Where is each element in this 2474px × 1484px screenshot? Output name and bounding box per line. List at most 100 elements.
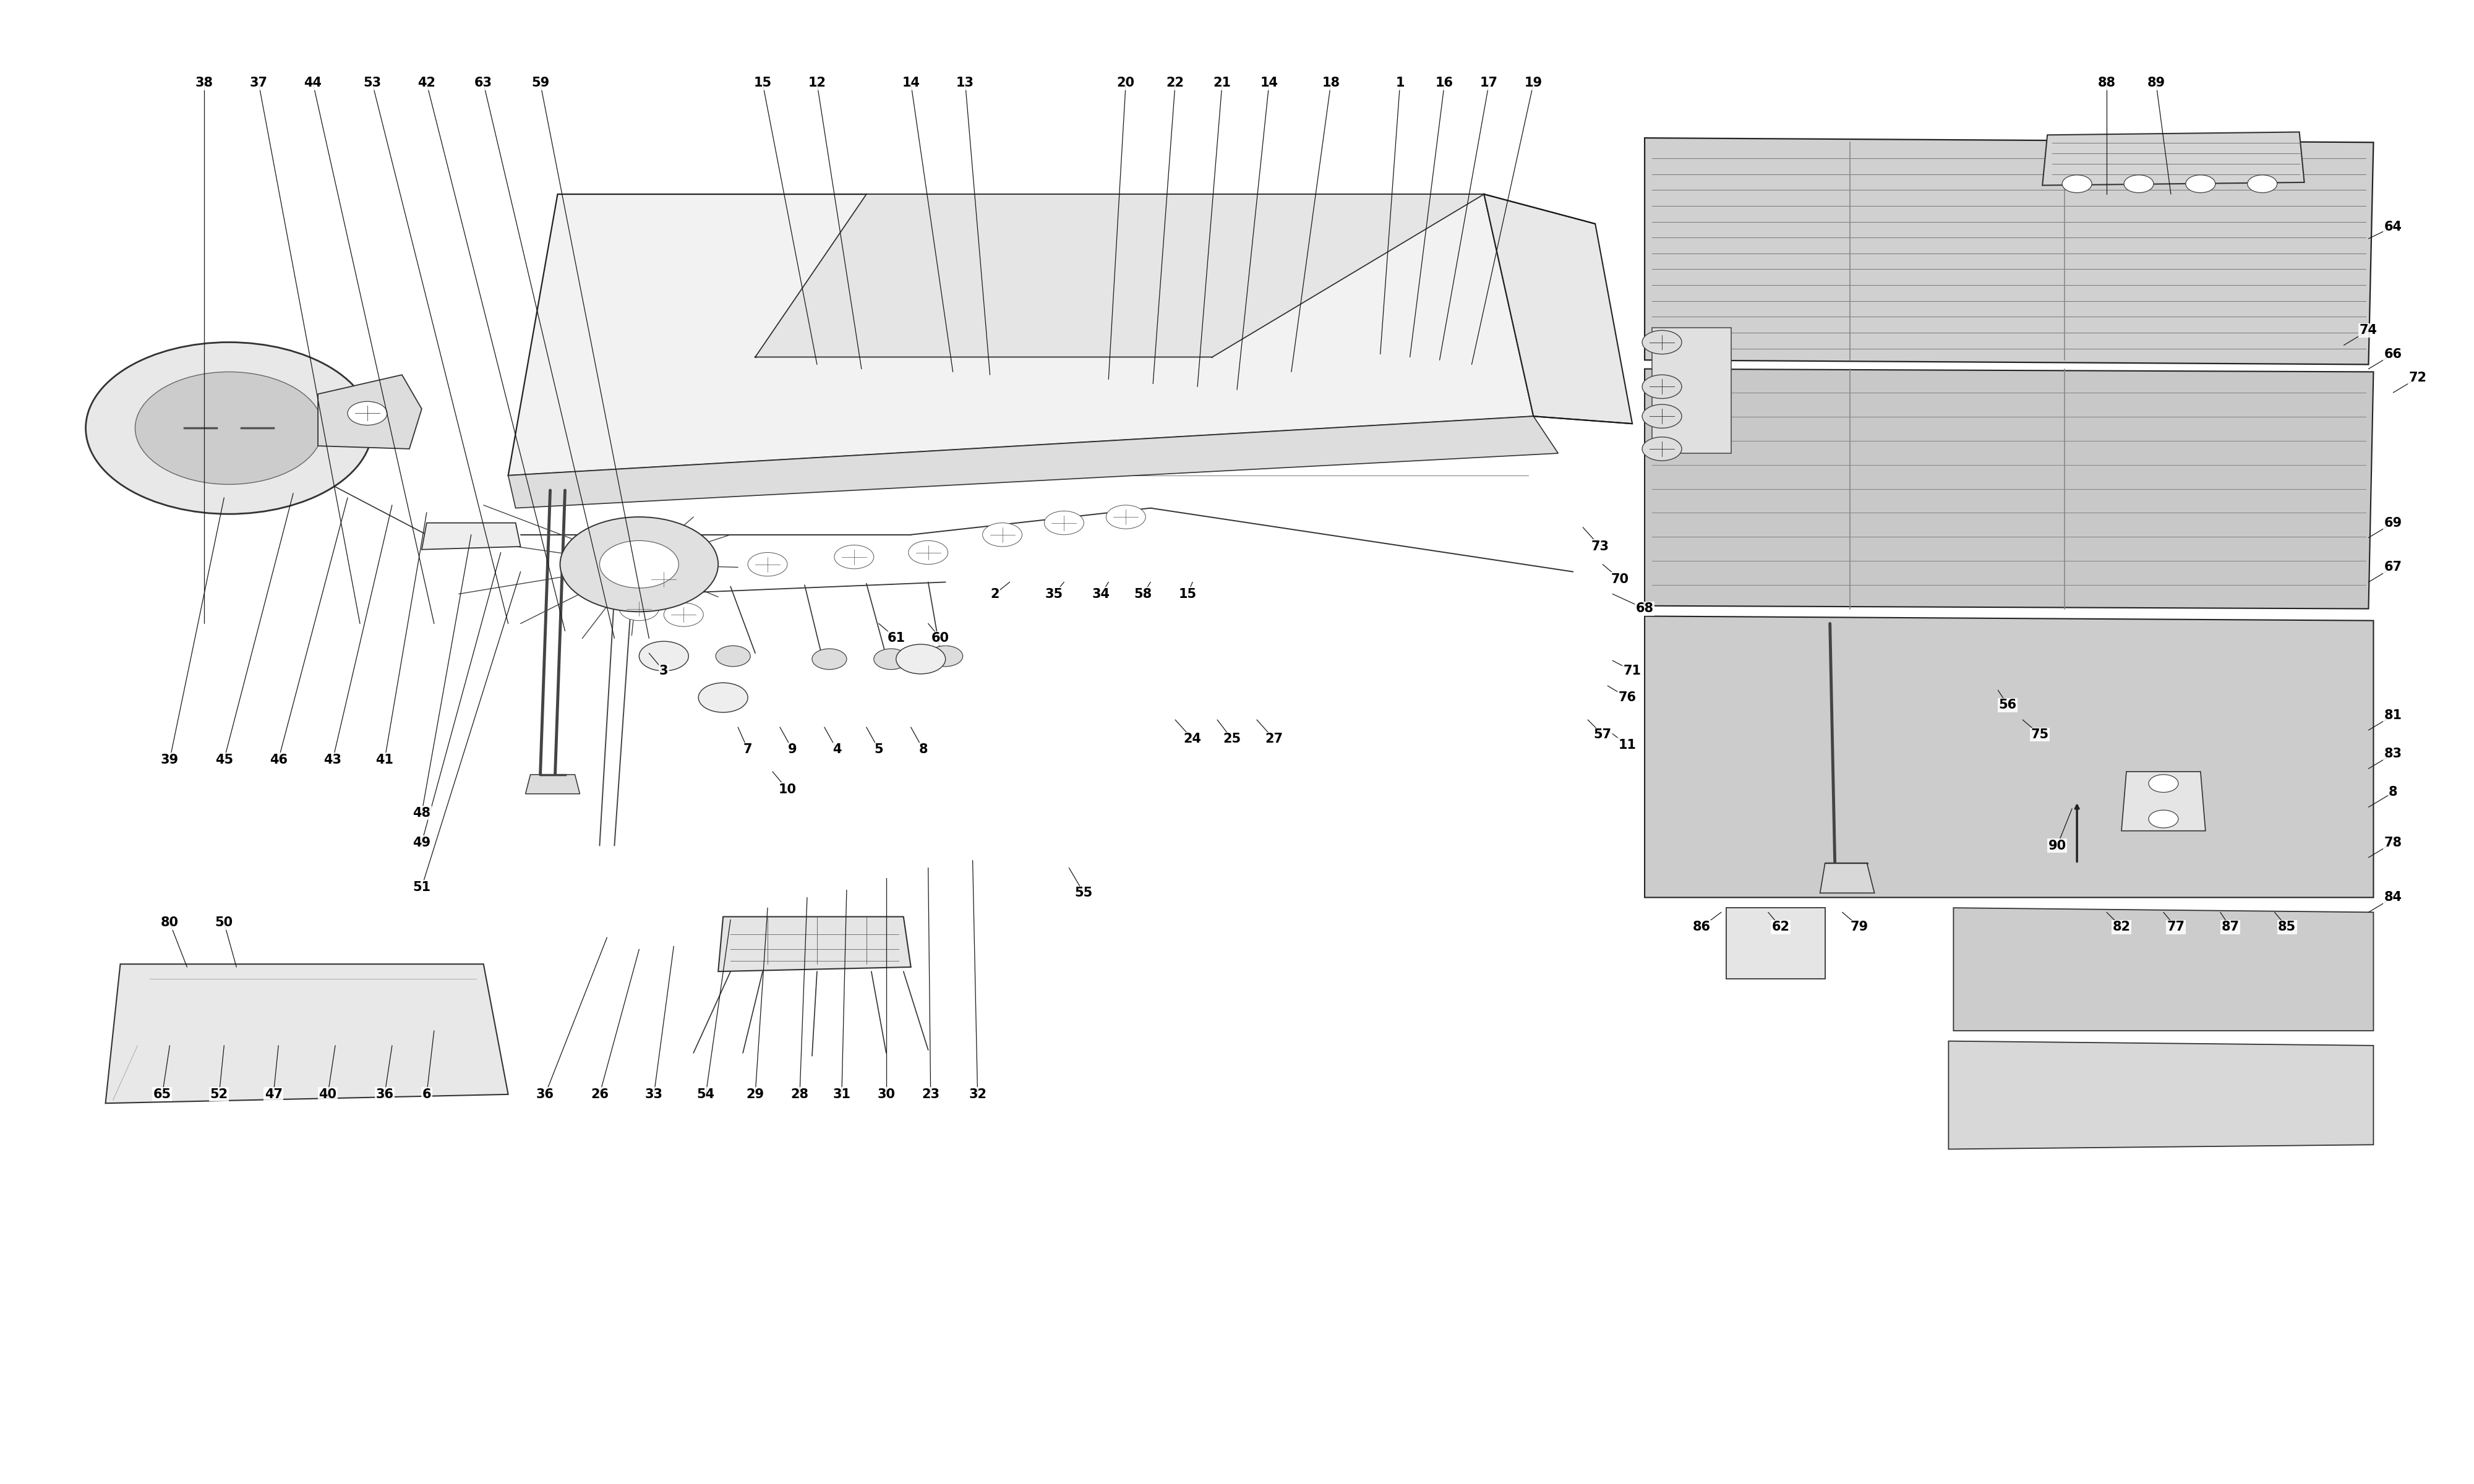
- Text: 2: 2: [990, 588, 999, 600]
- Text: 83: 83: [2385, 748, 2402, 760]
- Polygon shape: [507, 417, 1559, 508]
- Text: 60: 60: [933, 632, 950, 644]
- Text: 88: 88: [2098, 77, 2115, 89]
- Polygon shape: [1645, 370, 2373, 608]
- Circle shape: [2063, 175, 2093, 193]
- Text: 10: 10: [779, 784, 797, 795]
- Text: 49: 49: [413, 837, 430, 849]
- Text: 33: 33: [646, 1088, 663, 1101]
- Polygon shape: [1950, 1042, 2373, 1149]
- Text: 63: 63: [475, 77, 492, 89]
- Circle shape: [2125, 175, 2152, 193]
- Text: 80: 80: [161, 917, 178, 929]
- Text: 14: 14: [903, 77, 920, 89]
- Text: 55: 55: [1074, 887, 1094, 899]
- Text: 85: 85: [2279, 922, 2296, 933]
- Polygon shape: [2044, 132, 2303, 186]
- Text: 38: 38: [195, 77, 213, 89]
- Circle shape: [2147, 775, 2177, 792]
- Circle shape: [2147, 810, 2177, 828]
- Polygon shape: [1484, 194, 1633, 423]
- Text: 15: 15: [1178, 588, 1197, 600]
- Text: 62: 62: [1771, 922, 1789, 933]
- Text: 24: 24: [1183, 733, 1202, 745]
- Text: 76: 76: [1618, 692, 1635, 703]
- Text: 70: 70: [1611, 573, 1628, 585]
- Text: 27: 27: [1264, 733, 1284, 745]
- Text: 26: 26: [591, 1088, 609, 1101]
- Circle shape: [908, 540, 948, 564]
- Text: 58: 58: [1133, 588, 1153, 600]
- Polygon shape: [421, 522, 520, 549]
- Circle shape: [1106, 505, 1145, 528]
- Text: 20: 20: [1116, 77, 1136, 89]
- Text: 50: 50: [215, 917, 233, 929]
- Text: 47: 47: [265, 1088, 282, 1101]
- Circle shape: [638, 641, 688, 671]
- Text: 7: 7: [742, 743, 752, 755]
- Text: 9: 9: [787, 743, 797, 755]
- Text: 34: 34: [1091, 588, 1111, 600]
- Text: 86: 86: [1692, 922, 1710, 933]
- Text: 32: 32: [970, 1088, 987, 1101]
- Polygon shape: [1653, 328, 1732, 453]
- Text: 90: 90: [2048, 840, 2066, 852]
- Text: 77: 77: [2167, 922, 2185, 933]
- Circle shape: [618, 597, 658, 620]
- Text: 42: 42: [418, 77, 435, 89]
- Text: 36: 36: [537, 1088, 554, 1101]
- Circle shape: [643, 567, 683, 591]
- Text: 36: 36: [376, 1088, 393, 1101]
- Text: 1: 1: [1395, 77, 1405, 89]
- Polygon shape: [319, 375, 421, 448]
- Circle shape: [599, 540, 678, 588]
- Polygon shape: [1645, 138, 2373, 365]
- Text: 6: 6: [423, 1088, 430, 1101]
- Text: 53: 53: [364, 77, 381, 89]
- Text: 14: 14: [1259, 77, 1279, 89]
- Circle shape: [698, 683, 747, 712]
- Text: 37: 37: [250, 77, 267, 89]
- Text: 59: 59: [532, 77, 549, 89]
- Text: 12: 12: [809, 77, 826, 89]
- Polygon shape: [1954, 908, 2373, 1031]
- Text: 84: 84: [2385, 892, 2402, 904]
- Text: 11: 11: [1618, 739, 1635, 751]
- Text: 21: 21: [1212, 77, 1232, 89]
- Text: 43: 43: [324, 754, 341, 766]
- Polygon shape: [1645, 616, 2373, 898]
- Text: 31: 31: [834, 1088, 851, 1101]
- Circle shape: [663, 603, 703, 626]
- Text: 75: 75: [2031, 729, 2048, 741]
- Text: 8: 8: [918, 743, 928, 755]
- Text: 13: 13: [957, 77, 975, 89]
- Text: 69: 69: [2385, 516, 2402, 530]
- Text: 25: 25: [1222, 733, 1242, 745]
- Circle shape: [2246, 175, 2276, 193]
- Polygon shape: [717, 917, 910, 972]
- Text: 52: 52: [210, 1088, 228, 1101]
- Circle shape: [982, 522, 1022, 546]
- Circle shape: [87, 343, 371, 513]
- Circle shape: [811, 649, 846, 669]
- Text: 40: 40: [319, 1088, 336, 1101]
- Text: 71: 71: [1623, 665, 1640, 677]
- Text: 68: 68: [1635, 603, 1653, 614]
- Text: 48: 48: [413, 807, 430, 819]
- Text: 79: 79: [1851, 922, 1868, 933]
- Text: 5: 5: [873, 743, 883, 755]
- Circle shape: [747, 552, 787, 576]
- Text: 45: 45: [215, 754, 233, 766]
- Polygon shape: [106, 965, 507, 1103]
- Text: 22: 22: [1165, 77, 1185, 89]
- Text: 41: 41: [376, 754, 393, 766]
- Circle shape: [873, 649, 908, 669]
- Text: 3: 3: [661, 665, 668, 677]
- Text: 30: 30: [878, 1088, 896, 1101]
- Text: 44: 44: [304, 77, 322, 89]
- Text: 18: 18: [1321, 77, 1341, 89]
- Text: 17: 17: [1479, 77, 1497, 89]
- Text: 73: 73: [1591, 540, 1608, 552]
- Text: 39: 39: [161, 754, 178, 766]
- Text: 28: 28: [792, 1088, 809, 1101]
